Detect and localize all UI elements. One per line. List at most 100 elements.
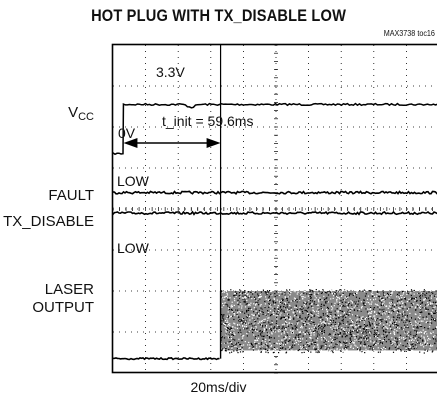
- laser-noise-dot: [315, 348, 317, 350]
- laser-noise-dot: [415, 298, 417, 300]
- laser-noise-dot: [332, 293, 334, 295]
- laser-noise-dot: [424, 327, 426, 329]
- laser-noise-dot: [226, 318, 228, 320]
- laser-noise-dot: [244, 300, 246, 302]
- laser-noise-dot: [236, 327, 238, 329]
- laser-noise-dot: [324, 324, 326, 326]
- laser-noise-dot: [265, 298, 267, 300]
- laser-noise-dot: [423, 346, 425, 348]
- laser-noise-dot: [339, 294, 341, 296]
- laser-noise-dot: [244, 291, 246, 293]
- laser-noise-dot: [385, 310, 388, 313]
- laser-noise-dot: [266, 293, 268, 295]
- laser-noise-dot: [364, 346, 366, 348]
- laser-noise-dot: [424, 349, 426, 351]
- laser-noise-dot: [294, 312, 296, 314]
- laser-noise-dot: [393, 333, 395, 335]
- laser-noise-dot: [310, 289, 312, 291]
- laser-noise-dot: [337, 333, 339, 335]
- laser-noise-dot: [306, 341, 308, 343]
- laser-noise-dot: [295, 349, 297, 352]
- laser-noise-dot: [404, 340, 406, 342]
- laser-noise-dot: [387, 307, 389, 309]
- arrow-head-left: [123, 138, 138, 148]
- laser-noise-dot: [321, 350, 323, 353]
- laser-noise-dot: [265, 314, 267, 316]
- laser-noise-dot: [356, 314, 358, 317]
- laser-noise-dot: [407, 334, 409, 336]
- laser-noise-dot: [309, 300, 311, 302]
- laser-noise-dot: [369, 337, 371, 339]
- laser-noise-dot: [422, 339, 424, 342]
- laser-noise-dot: [287, 296, 289, 298]
- laser-noise-dot: [253, 334, 255, 336]
- laser-noise-dot: [256, 346, 258, 348]
- laser-noise-dot: [379, 306, 381, 308]
- laser-noise-dot: [220, 290, 222, 292]
- laser-noise-dot: [396, 293, 399, 295]
- laser-noise-dot: [394, 338, 396, 340]
- laser-noise-dot: [225, 303, 227, 305]
- laser-noise-dot: [233, 333, 235, 335]
- laser-noise-dot: [288, 301, 290, 303]
- laser-noise-dot: [417, 323, 419, 325]
- laser-noise-dot: [231, 351, 233, 353]
- laser-noise-dot: [243, 318, 245, 320]
- laser-noise-dot: [326, 351, 328, 353]
- laser-noise-dot: [263, 330, 265, 332]
- laser-noise-dot: [246, 294, 248, 296]
- laser-noise-dot: [278, 312, 280, 314]
- laser-noise-dot: [351, 302, 354, 304]
- laser-noise-dot: [419, 295, 421, 297]
- laser-noise-dot: [249, 307, 251, 309]
- laser-noise-dot: [390, 322, 392, 324]
- laser-noise-dot: [391, 337, 393, 339]
- laser-noise-dot: [352, 308, 354, 310]
- laser-noise-dot: [279, 314, 281, 316]
- laser-noise-dot: [302, 322, 304, 325]
- laser-noise-dot: [284, 290, 286, 292]
- laser-noise-dot: [431, 313, 433, 315]
- laser-noise-dot: [222, 320, 224, 322]
- laser-noise-dot: [317, 292, 319, 294]
- laser-noise-dot: [403, 297, 405, 299]
- laser-noise-dot: [415, 337, 417, 339]
- laser-noise-dot: [413, 328, 415, 330]
- laser-noise-dot: [226, 351, 229, 353]
- laser-noise-dot: [415, 331, 417, 333]
- laser-noise-dot: [409, 312, 411, 314]
- laser-noise-dot: [269, 300, 271, 302]
- laser-noise-dot: [270, 293, 272, 295]
- laser-noise-dot: [331, 303, 333, 305]
- laser-noise-dot: [351, 300, 353, 302]
- laser-noise-dot: [259, 330, 262, 332]
- laser-noise-dot: [320, 330, 322, 332]
- laser-noise-dot: [349, 294, 351, 296]
- laser-noise-dot: [272, 330, 274, 332]
- laser-noise-dot: [431, 351, 433, 353]
- laser-noise-dot: [369, 321, 371, 323]
- laser-noise-dot: [363, 329, 365, 331]
- laser-noise-dot: [398, 307, 400, 309]
- laser-noise-dot: [317, 325, 319, 327]
- laser-noise-dot: [396, 296, 398, 298]
- laser-noise-dot: [338, 290, 340, 292]
- laser-noise-dot: [307, 307, 309, 309]
- laser-noise-dot: [314, 325, 316, 327]
- laser-noise-dot: [304, 317, 306, 319]
- laser-noise-dot: [308, 314, 310, 316]
- laser-noise-dot: [386, 335, 388, 337]
- laser-noise-dot: [300, 347, 302, 350]
- laser-noise-dot: [307, 343, 309, 345]
- laser-noise-dot: [402, 329, 404, 331]
- laser-noise-dot: [275, 313, 278, 315]
- laser-noise-dot: [365, 293, 367, 295]
- laser-noise-dot: [274, 303, 276, 305]
- laser-noise-dot: [347, 346, 349, 348]
- laser-noise-dot: [350, 346, 352, 348]
- laser-noise-dot: [377, 324, 379, 326]
- laser-noise-dot: [260, 304, 262, 306]
- laser-noise-dot: [389, 325, 392, 327]
- laser-noise-dot: [409, 346, 411, 348]
- laser-noise-dot: [360, 301, 362, 303]
